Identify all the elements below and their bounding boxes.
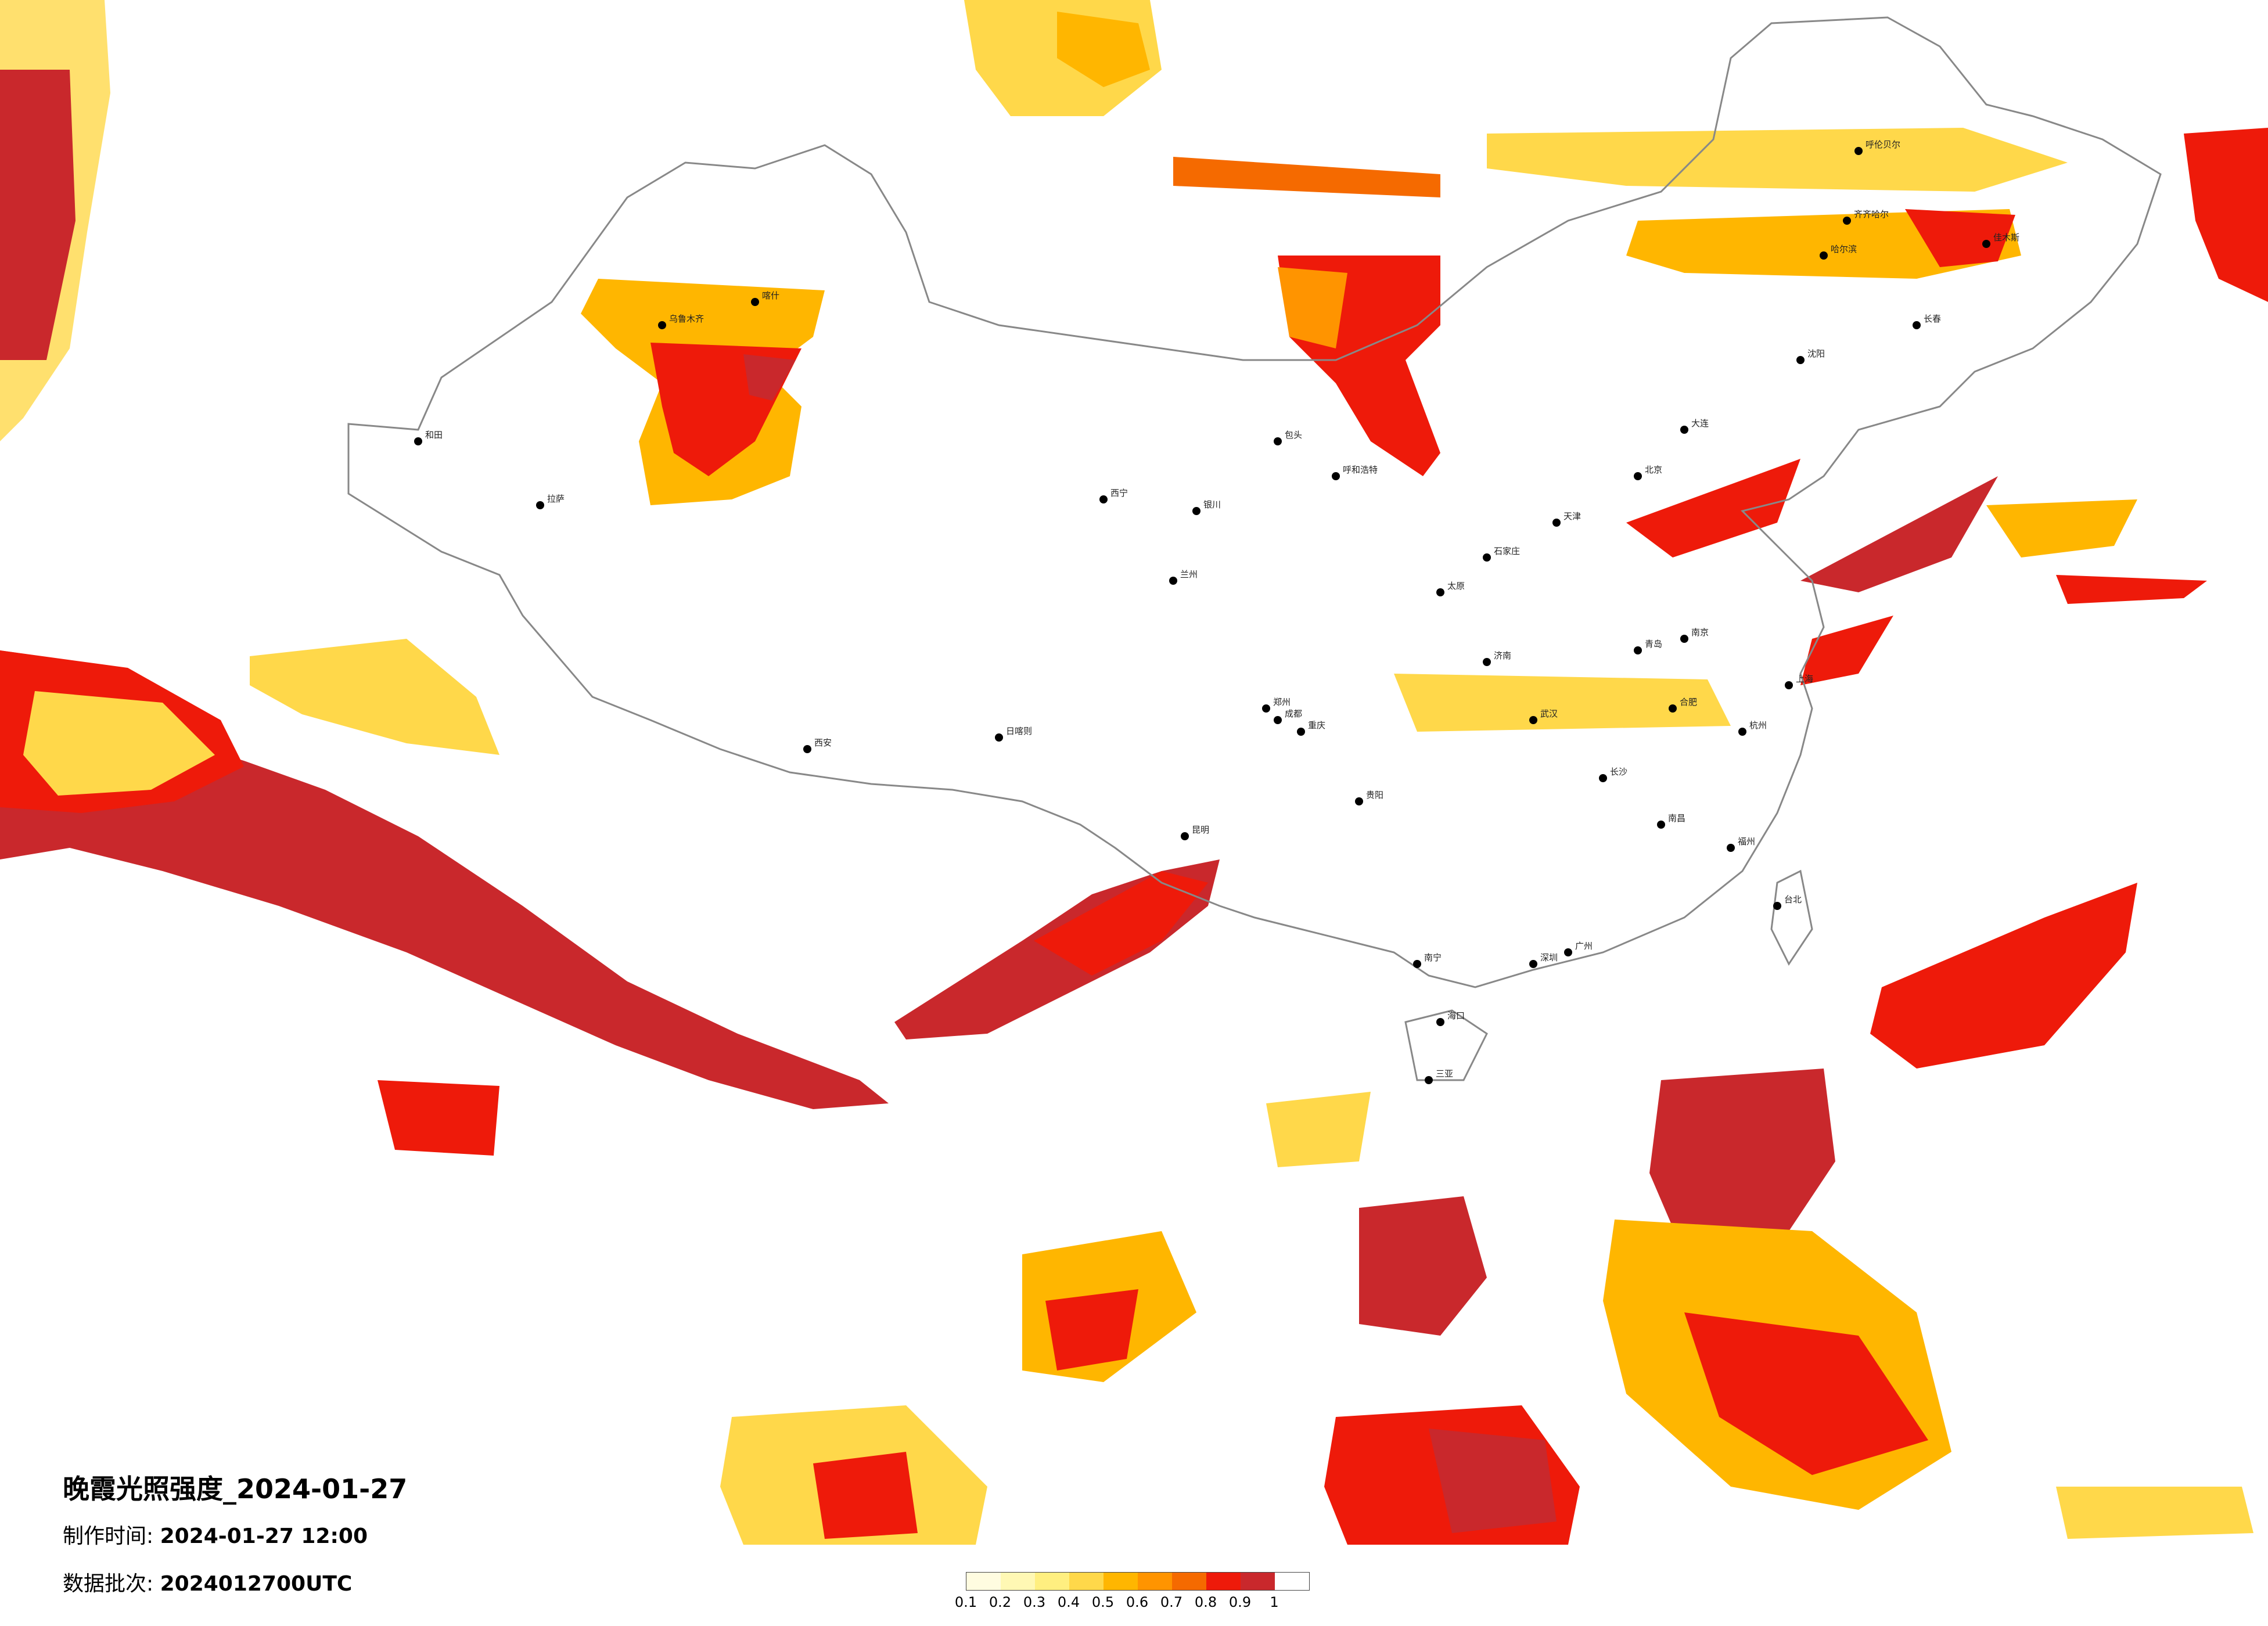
legend-swatch <box>1069 1573 1104 1590</box>
city-label: 上海 <box>1796 674 1813 684</box>
city-label: 乌鲁木齐 <box>669 314 704 324</box>
legend-swatch <box>1241 1573 1275 1590</box>
city-label: 银川 <box>1203 499 1221 510</box>
city-label: 太原 <box>1447 581 1465 591</box>
city-label: 和田 <box>425 430 443 440</box>
city-label: 哈尔滨 <box>1831 244 1857 254</box>
city-label: 深圳 <box>1540 952 1558 963</box>
city-label: 台北 <box>1784 894 1802 905</box>
legend-tick-label: 0.3 <box>1023 1594 1046 1610</box>
city-label: 北京 <box>1645 465 1662 475</box>
city-label: 海口 <box>1447 1010 1465 1021</box>
data-batch-value: 2024012700UTC <box>160 1572 353 1596</box>
city-label: 拉萨 <box>547 494 565 504</box>
city-label: 三亚 <box>1436 1069 1453 1079</box>
city-label: 西安 <box>814 738 832 748</box>
legend-tick-label: 0.7 <box>1160 1594 1183 1610</box>
country-boundary <box>347 16 2162 1081</box>
legend-tick-label: 0.4 <box>1057 1594 1080 1610</box>
legend-swatch <box>1035 1573 1069 1590</box>
legend-tick-label: 0.2 <box>989 1594 1012 1610</box>
legend-tick-label: 0.1 <box>954 1594 977 1610</box>
city-label: 呼和浩特 <box>1343 465 1378 475</box>
legend-swatch <box>1104 1573 1138 1590</box>
legend-swatch <box>1138 1573 1172 1590</box>
data-batch: 数据批次: 2024012700UTC <box>63 1567 352 1597</box>
city-label: 呼伦贝尔 <box>1866 139 1900 150</box>
city-label: 长沙 <box>1610 767 1627 777</box>
color-legend: 0.1 0.2 0.3 0.4 0.5 0.6 0.7 0.8 0.9 1 <box>955 1572 1314 1614</box>
city-label: 日喀则 <box>1006 726 1032 736</box>
city-label: 南昌 <box>1668 813 1685 823</box>
city-label: 广州 <box>1575 941 1593 951</box>
city-label: 天津 <box>1563 511 1581 521</box>
legend-swatch <box>1172 1573 1206 1590</box>
data-batch-label: 数据批次: <box>63 1572 154 1596</box>
city-label: 南宁 <box>1424 952 1442 963</box>
legend-swatch <box>1001 1573 1035 1590</box>
city-label: 南京 <box>1691 627 1709 638</box>
city-label: 武汉 <box>1540 708 1558 719</box>
city-label: 石家庄 <box>1494 546 1520 556</box>
city-label: 郑州 <box>1273 697 1291 707</box>
city-label: 沈阳 <box>1807 348 1825 359</box>
city-label: 大连 <box>1691 418 1709 429</box>
city-label: 昆明 <box>1192 825 1209 835</box>
city-label: 杭州 <box>1749 720 1767 731</box>
city-label: 齐齐哈尔 <box>1854 209 1889 220</box>
legend-tick-label: 0.5 <box>1091 1594 1115 1610</box>
legend-tick-label: 0.6 <box>1126 1594 1149 1610</box>
city-label: 贵阳 <box>1366 790 1383 800</box>
legend-swatch <box>966 1573 1001 1590</box>
made-time: 制作时间: 2024-01-27 12:00 <box>63 1519 368 1549</box>
made-time-value: 2024-01-27 12:00 <box>160 1524 368 1548</box>
city-markers <box>414 147 1990 1084</box>
legend-tick-label: 1 <box>1270 1594 1279 1610</box>
city-label: 福州 <box>1738 836 1755 847</box>
legend-ticks: 0.1 0.2 0.3 0.4 0.5 0.6 0.7 0.8 0.9 1 <box>955 1591 1314 1614</box>
legend-tick-label: 0.9 <box>1228 1594 1252 1610</box>
city-label: 合肥 <box>1680 697 1697 707</box>
city-label: 佳木斯 <box>1993 232 2019 243</box>
city-label: 济南 <box>1494 650 1511 661</box>
city-label: 喀什 <box>762 290 779 301</box>
city-label: 兰州 <box>1180 569 1198 580</box>
city-label: 西宁 <box>1110 488 1128 498</box>
legend-swatch <box>1206 1573 1241 1590</box>
legend-tick-label: 0.8 <box>1194 1594 1217 1610</box>
city-label: 成都 <box>1285 708 1302 719</box>
city-label: 长春 <box>1924 314 1941 324</box>
city-label: 青岛 <box>1645 639 1662 649</box>
city-label: 包头 <box>1285 430 1302 440</box>
city-label: 重庆 <box>1308 720 1325 731</box>
made-time-label: 制作时间: <box>63 1524 154 1548</box>
map-title: 晚霞光照强度_2024-01-27 <box>63 1473 408 1505</box>
intensity-field <box>0 0 2268 1545</box>
legend-swatches <box>966 1572 1310 1591</box>
